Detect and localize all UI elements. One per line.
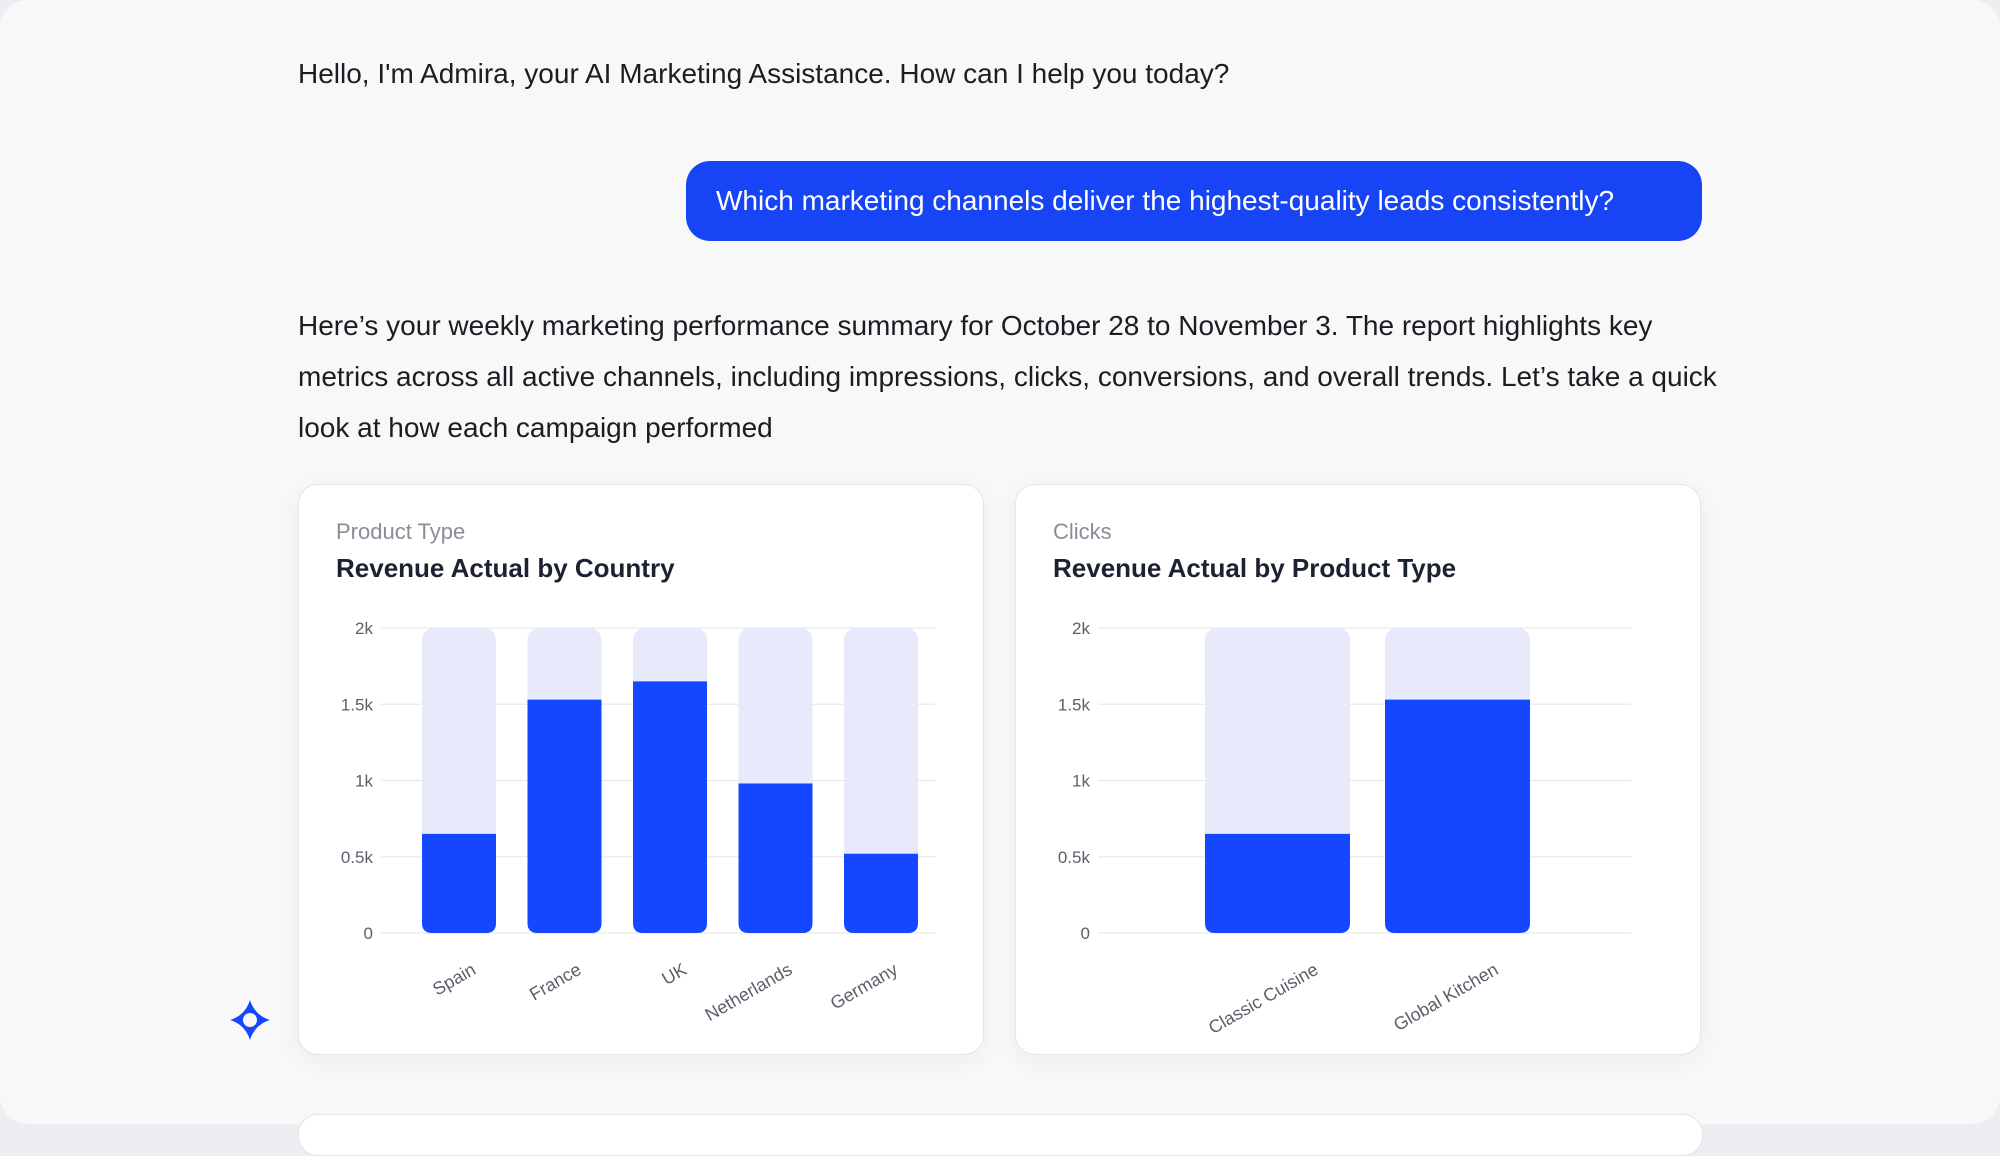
sparkle-icon: [228, 998, 272, 1042]
y-tick-label: 1k: [355, 772, 373, 791]
y-tick-label: 1k: [1072, 772, 1090, 791]
bar: [422, 833, 496, 933]
y-tick-label: 1.5k: [1058, 695, 1091, 714]
chart-subtitle: Clicks: [1053, 519, 1112, 544]
revenue-by-product-type-chart: 0 0.5k 1k 1.5k 2k Classic Cuisine Global Kitch…: [1058, 619, 1631, 1038]
x-tick-label: Netherlands: [701, 959, 795, 1025]
bar: [1385, 699, 1530, 933]
assistant-reply: Here’s your weekly marketing performance…: [298, 310, 1717, 443]
x-tick-label: Germany: [827, 959, 901, 1013]
revenue-by-country-chart: 0 0.5k 1k 1.5k 2k Spain France UK Netherlands Ger…: [341, 619, 935, 1025]
y-tick-label: 0: [1081, 924, 1090, 943]
x-tick-label: France: [526, 959, 585, 1004]
y-tick-label: 0.5k: [1058, 848, 1091, 867]
bar: [633, 681, 707, 933]
assistant-greeting: Hello, I'm Admira, your AI Marketing Ass…: [298, 58, 1230, 89]
next-card-peek: [298, 1114, 1703, 1156]
user-message-text: Which marketing channels deliver the hig…: [716, 185, 1615, 216]
bar: [527, 699, 602, 933]
y-tick-label: 0: [364, 924, 373, 943]
bar: [844, 853, 918, 933]
y-tick-label: 2k: [355, 619, 373, 638]
chart-title: Revenue Actual by Country: [336, 553, 675, 583]
chart-title: Revenue Actual by Product Type: [1053, 553, 1457, 583]
chart-subtitle: Product Type: [336, 519, 466, 544]
y-tick-label: 1.5k: [341, 695, 374, 714]
x-tick-label: Global Kitchen: [1390, 959, 1501, 1035]
x-tick-label: Classic Cuisine: [1205, 959, 1322, 1038]
bar: [738, 783, 813, 933]
y-tick-label: 2k: [1072, 619, 1090, 638]
chart-card-country: Product Type Revenue Actual by Country 0…: [298, 484, 984, 1055]
x-tick-label: UK: [658, 959, 690, 989]
bar: [1205, 833, 1350, 933]
x-tick-label: Spain: [429, 959, 479, 999]
y-tick-label: 0.5k: [341, 848, 374, 867]
user-message-bubble: Which marketing channels deliver the hig…: [686, 161, 1702, 241]
